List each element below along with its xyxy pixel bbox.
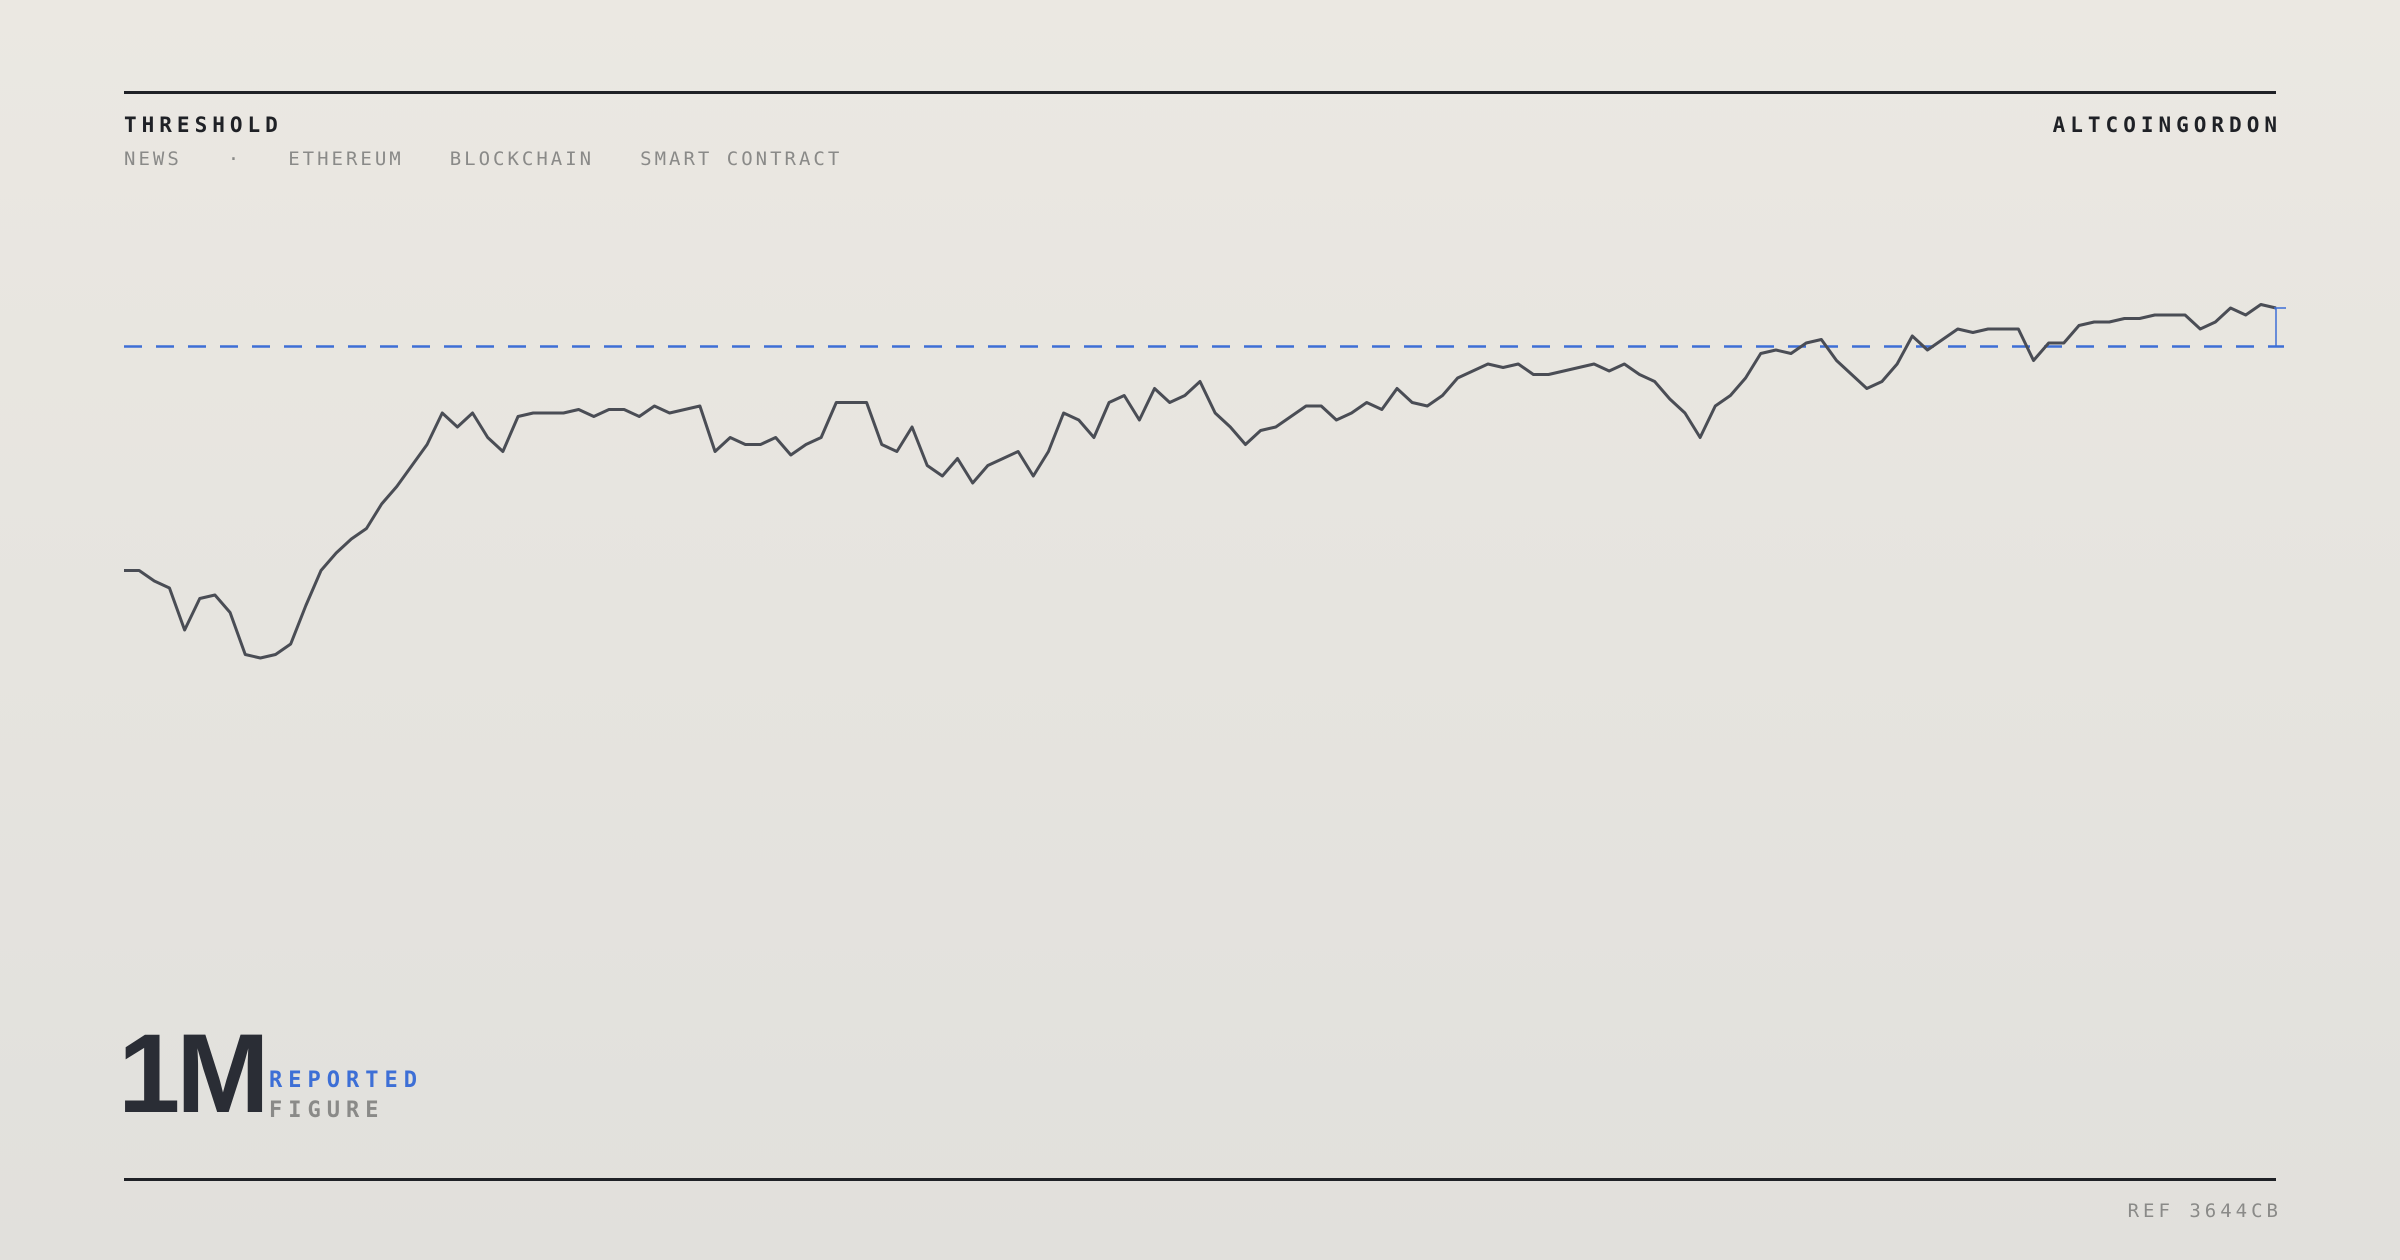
tag: BLOCKCHAIN bbox=[449, 148, 595, 170]
top-rule bbox=[124, 91, 2276, 94]
series-line bbox=[124, 303, 2277, 660]
figure-label: FIGURE bbox=[269, 1098, 385, 1123]
reference: REF 3644CB bbox=[2127, 1200, 2282, 1222]
tag: SMART CONTRACT bbox=[640, 148, 843, 170]
tag: ETHEREUM bbox=[288, 148, 404, 170]
tag: · bbox=[227, 148, 243, 170]
figure-label: REPORTED bbox=[269, 1068, 423, 1093]
tag: NEWS bbox=[124, 148, 182, 170]
title: THRESHOLD bbox=[124, 113, 283, 137]
bottom-rule bbox=[124, 1178, 2276, 1181]
tags: NEWS · ETHEREUM BLOCKCHAIN SMART CONTRACT bbox=[124, 148, 842, 170]
brand: ALTCOINGORDON bbox=[2052, 113, 2282, 137]
figure-value: 1M bbox=[118, 1011, 270, 1136]
